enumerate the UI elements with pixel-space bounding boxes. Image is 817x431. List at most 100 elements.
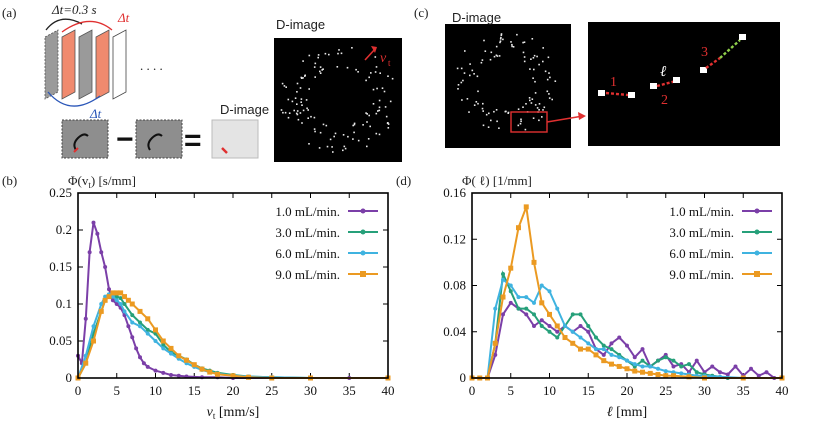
data-point (524, 306, 529, 311)
data-point (145, 327, 150, 332)
data-point (501, 312, 505, 317)
speckle-dot (516, 33, 518, 36)
data-point (524, 295, 529, 300)
speckle-dot (495, 45, 498, 48)
speckle-dot (457, 84, 460, 86)
speckle-dot (319, 66, 322, 68)
data-point (625, 343, 629, 348)
data-point (176, 353, 182, 359)
speckle-dot (510, 41, 512, 43)
y-axis-label: Φ(vt) [s/mm] (68, 173, 136, 190)
x-tick-label: 35 (737, 383, 750, 398)
data-point (686, 374, 692, 380)
data-point (578, 323, 583, 328)
data-point (656, 358, 660, 363)
x-tick-label: 25 (265, 383, 278, 398)
speckle-dot (534, 80, 536, 83)
data-point (161, 370, 166, 375)
speckle-dot (469, 63, 471, 65)
legend-marker (754, 229, 760, 235)
frame-b (135, 119, 183, 159)
speckle-dot (522, 106, 524, 108)
speckle-dot (288, 112, 291, 114)
data-point (114, 298, 119, 303)
track-3-end (739, 34, 746, 40)
speckle-dot (500, 33, 503, 35)
speckle-dot (302, 60, 304, 62)
data-point (694, 358, 699, 363)
speckle-dot (493, 110, 495, 113)
speckle-dot (488, 112, 490, 115)
data-point (562, 335, 568, 341)
x-tick-label: 35 (343, 383, 356, 398)
speckle-dot (362, 124, 364, 126)
data-point (640, 364, 645, 369)
speckle-dot (522, 41, 524, 44)
speckle-dot (481, 107, 484, 110)
speckle-dot (485, 113, 488, 116)
speckle-dot (531, 98, 534, 100)
speckle-dot (487, 126, 490, 128)
speckle-dot (546, 78, 549, 81)
data-point (493, 306, 498, 311)
speckle-dot (511, 45, 513, 48)
vt-sub: t (388, 58, 391, 68)
data-point (99, 302, 104, 306)
data-point (609, 341, 614, 346)
data-point (609, 347, 614, 352)
data-point (616, 363, 622, 369)
speckle-dot (342, 149, 344, 152)
speckle-dot (517, 124, 520, 127)
speckle-dot (374, 71, 377, 73)
data-point (539, 300, 545, 306)
data-point (749, 366, 753, 371)
data-point (671, 373, 676, 379)
speckle-dot (366, 145, 368, 148)
ell-label: ℓ (660, 64, 666, 80)
legend-marker (754, 250, 760, 256)
plot-frame (77, 192, 389, 379)
panel-a-label: (a) (2, 5, 16, 20)
speckle-dot (482, 102, 484, 105)
d-image-c (445, 24, 571, 148)
particle-trace-a (73, 133, 89, 151)
data-point (586, 323, 591, 328)
series-line (77, 222, 388, 379)
speckle-dot (299, 112, 302, 114)
data-point (145, 316, 151, 322)
data-point (523, 204, 529, 210)
speckle-dot (300, 76, 303, 79)
speckle-dot (355, 68, 357, 71)
data-point (114, 290, 120, 296)
data-point (594, 347, 598, 352)
speckle-dot (499, 40, 502, 42)
track-3-line-red (705, 57, 721, 69)
speckle-dot (379, 72, 381, 74)
data-point (114, 294, 119, 299)
speckle-dot (340, 52, 343, 55)
frame-stack (44, 29, 127, 100)
speckle-dot (547, 56, 550, 59)
data-point (624, 366, 630, 372)
speckle-dot (308, 54, 311, 57)
data-point (129, 301, 135, 307)
speckle-dot (304, 75, 306, 77)
speckle-dot (377, 110, 379, 112)
data-point (118, 296, 123, 301)
frame-salmon-2 (95, 29, 110, 100)
data-point (578, 312, 583, 317)
data-point (718, 370, 722, 375)
marker-2: 2 (661, 93, 668, 108)
data-point (91, 324, 96, 329)
data-point (585, 346, 591, 352)
x-tick-label: 10 (543, 383, 556, 398)
speckle-dot (471, 69, 474, 72)
x-tick-label: 5 (114, 383, 121, 398)
data-point (640, 369, 645, 375)
speckle-dot (391, 77, 394, 80)
speckle-dot (300, 101, 302, 103)
data-point (524, 312, 529, 317)
chart-d: (d) Φ( ℓ) [1/mm] 0 5 10 15 20 25 30 35 40 0 0.04 0.08… (396, 173, 789, 420)
data-point (91, 338, 96, 344)
speckle-dot (532, 117, 535, 119)
